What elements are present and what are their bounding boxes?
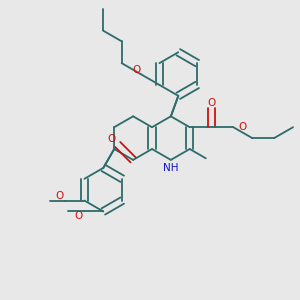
Text: O: O — [207, 98, 216, 108]
Text: O: O — [56, 190, 64, 201]
Text: O: O — [238, 122, 247, 132]
Text: NH: NH — [163, 163, 178, 173]
Text: O: O — [75, 212, 83, 221]
Text: O: O — [133, 65, 141, 75]
Text: O: O — [108, 134, 116, 144]
